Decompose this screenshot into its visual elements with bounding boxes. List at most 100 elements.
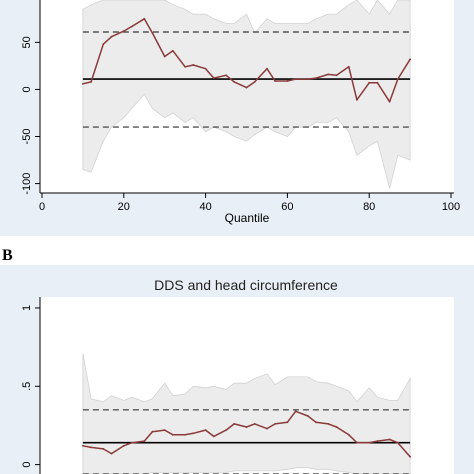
panel-a-data-point xyxy=(172,49,174,52)
panel-b-data-point xyxy=(225,429,228,431)
panel-b-data-point xyxy=(233,423,236,425)
panel-b-line-segment xyxy=(376,438,391,442)
panel-b-data-point xyxy=(388,438,391,441)
panel-b-line-segment xyxy=(233,423,248,428)
panel-b-data-point xyxy=(172,433,174,436)
panel-b-line-segment xyxy=(294,410,309,417)
panel-b-data-point xyxy=(376,440,379,442)
panel-b-quantile-line xyxy=(82,410,411,458)
panel-b-line-segment xyxy=(327,423,338,428)
panel-a-y-tick-label: -100 xyxy=(21,173,33,195)
panel-b-data-point xyxy=(347,433,350,436)
panel-b-data-point xyxy=(131,441,133,444)
panel-b-line-segment xyxy=(82,445,92,449)
panel-b-y-tick-label: .5 xyxy=(21,382,33,391)
panel-a-data-point xyxy=(163,55,166,58)
panel-b-data-point xyxy=(315,421,317,424)
panel-a-data-point xyxy=(102,43,105,46)
panel-a-line-segment xyxy=(376,82,391,103)
panel-a-data-point xyxy=(151,32,154,34)
panel-b-data-point xyxy=(184,433,187,436)
panel-a-line-segment xyxy=(143,18,154,34)
panel-a-ticks: -100 -50 0 50 0 20 40 60 80 100 xyxy=(21,36,460,213)
panel-a-data-point xyxy=(245,86,248,89)
panel-a-line-segment xyxy=(192,64,207,70)
panel-a-data-point xyxy=(122,30,125,32)
panel-a-x-tick-label: 0 xyxy=(39,201,45,213)
panel-a-line-segment xyxy=(90,43,105,83)
panel-b-data-point xyxy=(307,415,309,417)
panel-b-data-point xyxy=(102,448,105,450)
panel-b-line-segment xyxy=(245,423,256,428)
panel-a-data-point xyxy=(82,82,84,85)
panel-a-data-point xyxy=(327,73,330,76)
panel-a-line-segment xyxy=(356,82,370,101)
panel-a-chart: -100 -50 0 50 0 20 40 60 80 100 Quantile xyxy=(0,0,474,236)
panel-a-data-point xyxy=(212,77,215,79)
panel-b-data-point xyxy=(90,446,92,449)
panel-a-data-point xyxy=(184,65,187,68)
panel-b-chart: DDS and head circumference 0.51 xyxy=(0,265,474,474)
panel-a-data-point xyxy=(233,81,236,83)
panel-a-line-segment xyxy=(233,81,248,89)
panel-a-line-segment xyxy=(131,18,146,28)
panel-b-line-segment xyxy=(225,423,235,431)
panel-a-line-segment xyxy=(82,81,92,85)
panel-a-line-segment xyxy=(266,67,276,82)
panel-b-ci-band xyxy=(82,353,411,474)
panel-a-data-point xyxy=(335,74,338,77)
panel-a-data-point xyxy=(315,77,317,79)
panel-b-line-segment xyxy=(163,429,174,436)
panel-b-y-tick-label: 1 xyxy=(21,305,33,311)
panel-b-line-segment xyxy=(131,440,146,444)
panel-b-line-segment xyxy=(143,430,154,442)
panel-b-line-segment xyxy=(123,441,133,447)
panel-b-data-point xyxy=(396,441,399,444)
panel-b-letter: B xyxy=(2,247,13,264)
panel-a-line-segment xyxy=(151,32,166,58)
panel-b-line-segment xyxy=(388,438,399,444)
panel-b-line-segment xyxy=(184,432,195,436)
panel-b-line-segment xyxy=(315,421,330,425)
panel-a-data-point xyxy=(131,25,133,28)
panel-a-data-point xyxy=(347,65,350,68)
panel-b-data-point xyxy=(82,444,84,447)
panel-a-x-tick-label: 40 xyxy=(199,201,211,213)
panel-a-data-point xyxy=(368,81,371,84)
panel-a-data-point xyxy=(307,78,309,80)
panel-a-data-point xyxy=(376,81,379,84)
panel-a-line-segment xyxy=(315,73,330,79)
panel-a-line-segment xyxy=(388,78,399,103)
panel-b-line-segment xyxy=(286,410,297,424)
panel-b-data-point xyxy=(294,410,297,413)
panel-b-data-point xyxy=(286,421,289,424)
panel-b-data-point xyxy=(122,444,125,447)
panel-a-line-segment xyxy=(184,64,195,68)
panel-b-data-point xyxy=(266,427,268,430)
panel-a-data-point xyxy=(192,64,195,66)
panel-b-line-segment xyxy=(307,415,317,424)
panel-a-data-point xyxy=(388,100,391,103)
panel-b-line-segment xyxy=(102,448,113,455)
panel-b-line-segment xyxy=(151,429,166,433)
panel-a-data-point xyxy=(266,67,268,70)
panel-b-data-point xyxy=(110,452,113,455)
panel-b-line-segment xyxy=(110,445,125,455)
panel-b-line-segment xyxy=(204,429,215,438)
panel-a-line-segment xyxy=(110,30,125,38)
panel-a-line-segment xyxy=(307,77,317,80)
panel-a-line-segment xyxy=(204,67,215,79)
panel-a-data-point xyxy=(294,78,297,80)
panel-a-line-segment xyxy=(172,50,186,68)
panel-a-line-segment xyxy=(327,73,338,77)
panel-a-x-tick-label: 100 xyxy=(442,201,460,213)
panel-a-x-tick-label: 60 xyxy=(281,201,293,213)
panel-a-data-point xyxy=(274,80,276,82)
panel-b-line-segment xyxy=(213,429,227,438)
panel-a-x-axis-label: Quantile xyxy=(225,211,270,225)
panel-b-line-segment xyxy=(368,440,379,444)
panel-b-data-point xyxy=(409,455,411,458)
panel-a-line-segment xyxy=(123,25,133,32)
panel-b-line-segment xyxy=(335,426,350,436)
